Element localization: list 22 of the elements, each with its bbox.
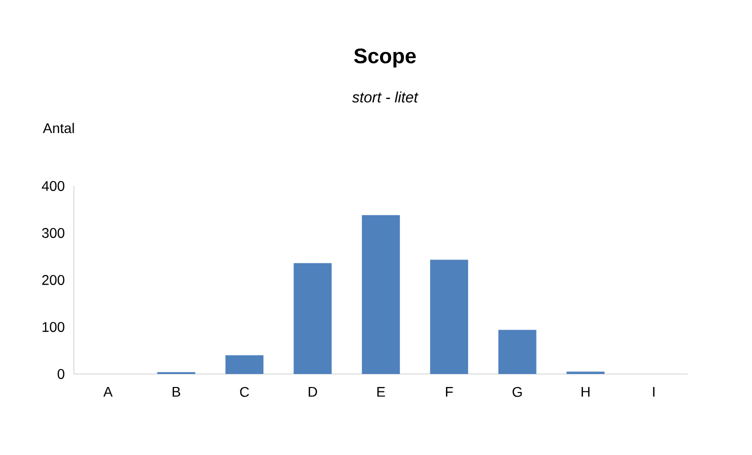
bar	[498, 330, 536, 374]
x-tick-label: F	[446, 387, 453, 397]
y-tick-label: 400	[42, 181, 64, 191]
x-tick-label: D	[308, 387, 318, 397]
y-axis-title: Antal	[42, 122, 74, 134]
y-tick-label: 0	[58, 369, 64, 379]
bar	[362, 215, 400, 374]
y-tick-label: 200	[42, 275, 64, 285]
x-tick-label: B	[172, 387, 180, 397]
y-tick-label: 100	[42, 322, 64, 332]
bar	[430, 260, 468, 374]
x-tick-label: G	[512, 386, 522, 397]
chart-title: Scope	[354, 48, 416, 68]
bar	[294, 263, 332, 374]
x-tick-label: C	[240, 386, 249, 397]
y-tick-label: 300	[42, 228, 64, 238]
x-tick-label: E	[377, 387, 385, 397]
x-tick-label: H	[582, 387, 590, 397]
x-tick-label: A	[103, 387, 113, 397]
x-tick-label: I	[653, 387, 654, 397]
chart-subtitle: stort - litet	[352, 91, 418, 102]
bar	[225, 355, 264, 374]
